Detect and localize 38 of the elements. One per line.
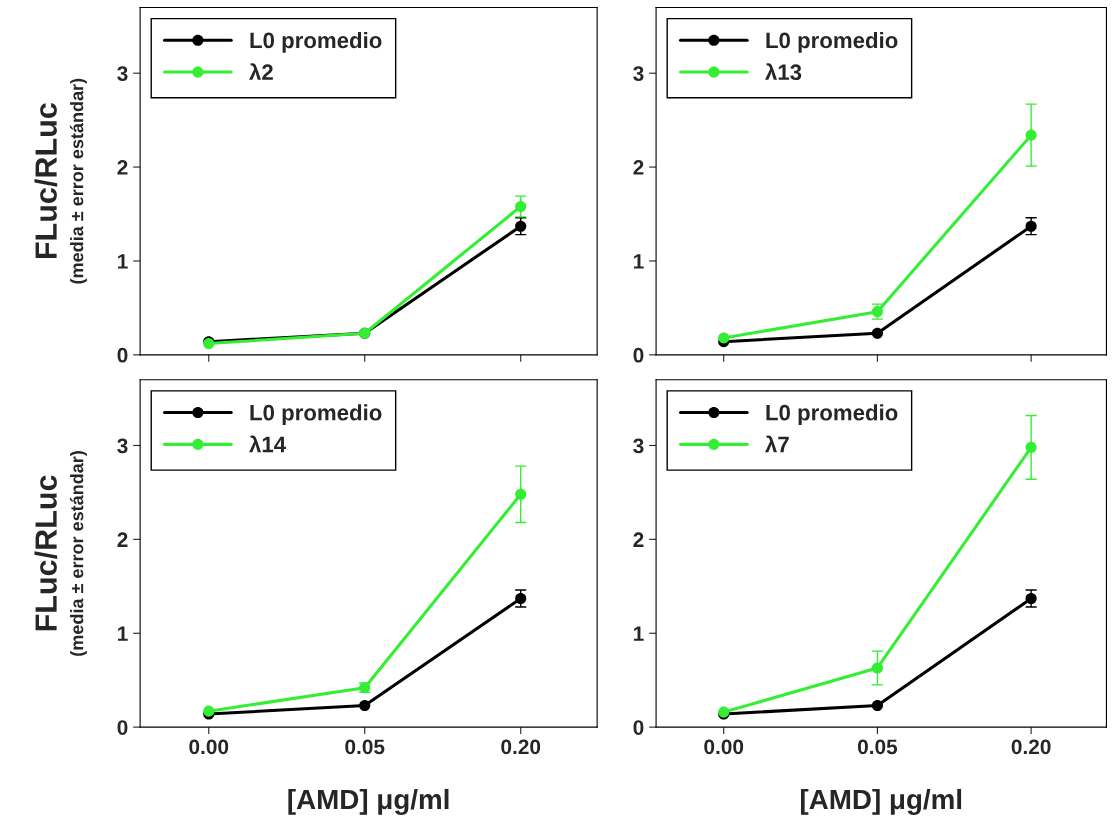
y-tick-label: 1 — [118, 254, 128, 269]
legend-label: L0 promedio — [250, 404, 382, 425]
y-axis-title: FLuc/RLuc (media ± error estándar) — [34, 78, 87, 284]
y-tick-label: 0 — [633, 720, 644, 735]
legend-label: λ13 — [765, 63, 802, 81]
y-tick-label: 0 — [633, 347, 644, 363]
x-tick-label: 0.20 — [1011, 739, 1051, 755]
legend-label: λ7 — [765, 435, 789, 453]
y-tick-label: 3 — [117, 438, 128, 454]
point — [359, 699, 371, 712]
x-tick-label: 0.05 — [345, 739, 385, 755]
x-axis-title: [AMD] μg/ml — [288, 788, 449, 815]
point — [871, 327, 883, 339]
y-tick-label: 2 — [117, 160, 128, 175]
y-tick-label: 3 — [633, 66, 644, 81]
y-tick-label: 3 — [117, 66, 128, 81]
x-axis-title: [AMD] μg/ml — [801, 788, 962, 815]
legend-label: λ14 — [249, 435, 286, 453]
point — [871, 699, 883, 712]
y-axis-title: FLuc/RLuc (media ± error estándar) — [34, 451, 87, 656]
y-tick-label: 1 — [634, 254, 644, 269]
point — [718, 332, 730, 344]
y-tick-label: 3 — [633, 438, 644, 454]
x-tick-label: 0.20 — [501, 739, 541, 755]
y-tick-label: 2 — [633, 160, 644, 175]
legend-label: λ2 — [249, 63, 273, 80]
x-tick-label: 0.00 — [704, 739, 744, 755]
legend-label: L0 promedio — [766, 404, 898, 425]
legend-label: L0 promedio — [250, 31, 382, 53]
legend-label: L0 promedio — [766, 31, 898, 53]
y-tick-label: 0 — [117, 720, 128, 735]
y-tick-label: 2 — [117, 532, 128, 547]
x-tick-label: 0.00 — [189, 739, 229, 755]
x-tick-label: 0.05 — [857, 739, 898, 755]
y-tick-label: 2 — [633, 532, 644, 547]
y-tick-label: 1 — [634, 626, 644, 641]
y-tick-label: 1 — [118, 626, 128, 641]
y-tick-label: 0 — [117, 347, 128, 363]
